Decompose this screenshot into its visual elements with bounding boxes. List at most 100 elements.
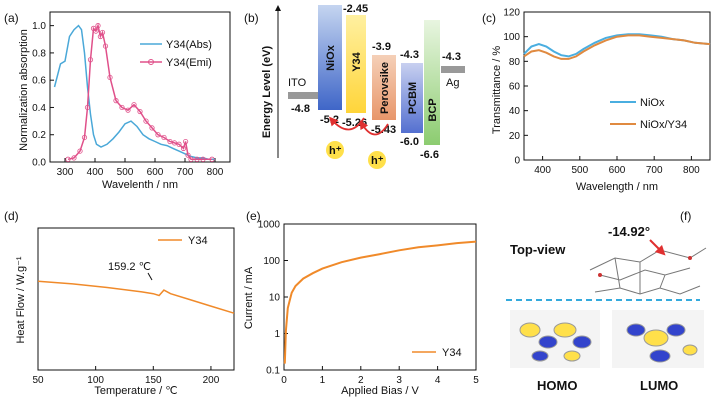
series-point: [125, 107, 131, 113]
series-point: [97, 33, 104, 40]
perovskite-lumo: -3.9: [372, 41, 391, 53]
legend-label-niox: NiOx: [640, 97, 665, 109]
series-point: [95, 23, 101, 29]
panel-c-xlabel: Wavelength / nm: [576, 181, 658, 193]
y-tick-label: 0.8: [32, 48, 46, 59]
series-point: [77, 148, 83, 154]
series-point: [137, 108, 143, 115]
ito-bar: [288, 92, 318, 99]
panel-c-ylabel: Transmittance / %: [491, 46, 503, 134]
x-tick-label: 0: [281, 375, 287, 386]
panel-a-axes: [49, 11, 231, 163]
x-tick-label: 4: [435, 375, 441, 386]
legend-marker-emi: [148, 59, 154, 65]
panel-c-axes: [523, 11, 711, 161]
y-tick-label: 1000: [258, 220, 281, 231]
hole-circle-1: [326, 141, 344, 159]
y-tick-label: 0.6: [32, 76, 46, 87]
x-tick-label: 1: [320, 375, 326, 386]
series-line-1: [523, 34, 711, 60]
legend-label-e: Y34: [442, 347, 462, 359]
ag-lumo: -4.3: [442, 51, 461, 63]
series-point: [143, 118, 149, 124]
lumo-label: LUMO: [640, 378, 678, 393]
y-tick-label: 80: [509, 57, 521, 68]
series-point: [161, 134, 167, 141]
perovskite-name: Perovsike: [379, 62, 391, 114]
x-tick-label: 500: [571, 165, 588, 176]
legend-label-d: Y34: [188, 235, 208, 247]
series-point: [185, 152, 191, 158]
ag-name: Ag: [446, 77, 459, 89]
series-line-0: [53, 24, 215, 161]
x-tick-label: 800: [207, 167, 224, 178]
angle-pointer: [649, 239, 666, 256]
bcp-bar: [424, 20, 440, 145]
x-tick-label: 400: [87, 167, 104, 178]
panel-b-label: (b): [244, 11, 259, 25]
x-tick-label: 700: [177, 167, 194, 178]
top-view-label: Top-view: [510, 242, 566, 257]
legend-label-nioxy34: NiOx/Y34: [640, 119, 687, 131]
panel-a-ylabel: Normalization absorption: [18, 29, 30, 151]
panel-c: (c) 400 500 600 700 800 0 20 40 60 80 100 120 Wavel…: [482, 8, 711, 193]
pcbm-bar: [401, 63, 423, 133]
panel-a-label: (a): [4, 11, 19, 25]
series-point: [93, 28, 99, 34]
panel-e-label: (e): [246, 209, 261, 223]
panel-d-xlabel: Temperature / ℃: [94, 385, 177, 397]
x-tick-label: 50: [32, 375, 44, 386]
pcbm-lumo: -4.3: [400, 49, 419, 61]
y-tick-label: 0.2: [32, 130, 46, 141]
pcbm-homo: -6.0: [400, 136, 419, 148]
y34-name: Y34: [351, 51, 363, 71]
x-tick-label: 300: [57, 167, 74, 178]
y-tick-label: 1.0: [32, 21, 46, 32]
series-line-0: [37, 280, 235, 314]
x-tick-label: 200: [203, 375, 220, 386]
niox-name: NiOx: [325, 44, 337, 71]
y-tick-label: 100: [263, 256, 280, 267]
bcp-name: BCP: [427, 98, 439, 121]
series-point: [200, 156, 206, 162]
ito-homo: -4.8: [291, 103, 310, 115]
panel-b-ylabel: Energy Level (eV): [261, 46, 273, 139]
y34-bar: [346, 15, 366, 113]
series-point: [81, 134, 88, 141]
dihedral-angle-label: -14.92°: [608, 224, 650, 239]
series-point: [65, 156, 71, 162]
y-tick-label: 10: [269, 293, 281, 304]
hole-arrow-2: [359, 120, 389, 136]
y34-lumo: -2.45: [343, 3, 368, 15]
series-point: [155, 132, 161, 138]
ito-name: ITO: [288, 77, 307, 89]
y-tick-label: 0.1: [266, 366, 280, 377]
hole-circle-2: [368, 151, 386, 169]
legend-label-emi: Y34(Emi): [166, 57, 212, 69]
panel-a-xlabel: Wavelenth / nm: [102, 179, 178, 191]
ag-bar: [441, 66, 465, 73]
x-tick-label: 2: [358, 375, 364, 386]
series-line-1: [67, 22, 212, 161]
panel-f-label: (f): [680, 209, 691, 223]
series-point: [87, 57, 94, 63]
y-tick-label: 0: [514, 156, 520, 167]
homo-label: HOMO: [537, 378, 577, 393]
peak-annotation: 159.2 ℃: [108, 261, 151, 273]
y-tick-label: 20: [509, 131, 521, 142]
y-tick-label: 120: [503, 8, 520, 19]
x-tick-label: 600: [609, 165, 626, 176]
x-tick-label: 600: [147, 167, 164, 178]
y-tick-label: 0.0: [32, 158, 46, 169]
series-point: [180, 145, 187, 151]
hole-label-1: h⁺: [329, 145, 342, 157]
panel-e: (e) 0 1 2 3 4 5 0.1 1 10 100 1000 Applied Bias / V…: [243, 209, 479, 397]
series-point: [167, 138, 173, 145]
y-tick-label: 60: [509, 82, 521, 93]
panel-c-label: (c): [482, 11, 496, 25]
bcp-homo: -6.6: [420, 149, 439, 161]
panel-e-ylabel: Current / mA: [243, 266, 255, 329]
legend-label-abs: Y34(Abs): [166, 39, 212, 51]
perovskite-bar: [372, 55, 396, 120]
